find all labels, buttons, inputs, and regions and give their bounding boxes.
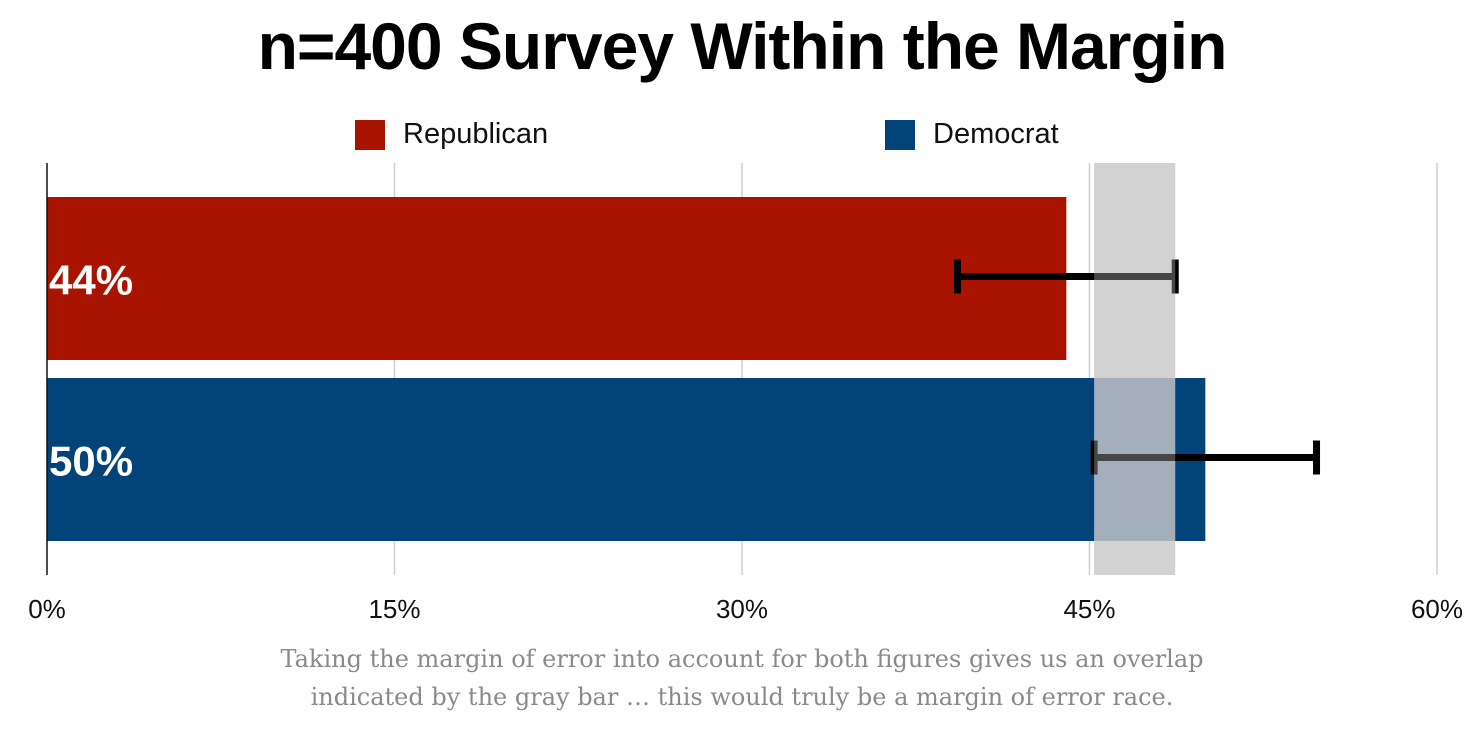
x-tick-label: 15% bbox=[368, 594, 420, 624]
caption-line-1: Taking the margin of error into account … bbox=[280, 645, 1204, 673]
error-bar-democrat bbox=[1090, 440, 1321, 475]
overlap-band-overlay bbox=[1094, 163, 1176, 575]
bar-republican bbox=[47, 197, 1067, 360]
x-tick-label: 60% bbox=[1411, 594, 1463, 624]
chart-title: n=400 Survey Within the Margin bbox=[257, 9, 1228, 83]
data-label-democrat: 50% bbox=[49, 438, 133, 485]
error-bar-republican bbox=[953, 259, 1179, 294]
x-tick-label: 0% bbox=[28, 594, 66, 624]
data-label-republican: 44% bbox=[49, 257, 133, 304]
x-tick-label: 30% bbox=[716, 594, 768, 624]
legend-swatch-republican bbox=[355, 119, 385, 150]
legend-item-republican: Republican bbox=[355, 118, 548, 151]
legend-item-democrat: Democrat bbox=[885, 118, 1059, 151]
legend-label-republican: Republican bbox=[403, 118, 549, 150]
legend-swatch-democrat bbox=[885, 119, 915, 150]
overlap-band bbox=[1094, 163, 1176, 575]
bar-democrat bbox=[47, 378, 1206, 541]
bar-chart: 44% 50% 0% 15% 30% 45% 60% bbox=[28, 163, 1463, 624]
legend-label-democrat: Democrat bbox=[933, 118, 1059, 150]
caption-line-2: indicated by the gray bar … this would t… bbox=[310, 683, 1174, 711]
chart-caption: Taking the margin of error into account … bbox=[0, 640, 1484, 716]
legend: Republican Democrat bbox=[0, 118, 1484, 158]
x-tick-label: 45% bbox=[1063, 594, 1115, 624]
